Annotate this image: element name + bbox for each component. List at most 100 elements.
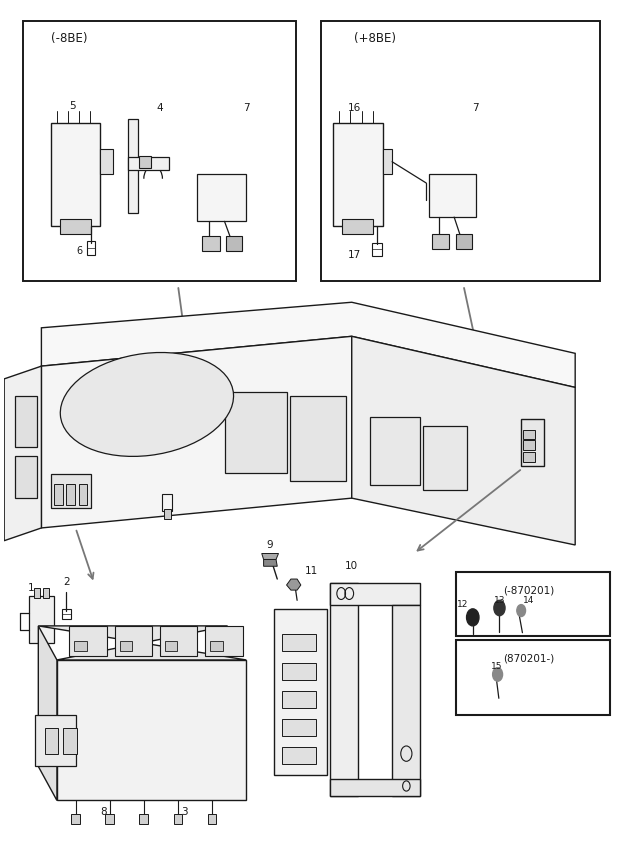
Text: 5: 5 xyxy=(69,101,75,111)
Bar xyxy=(66,483,75,505)
Text: 14: 14 xyxy=(523,596,534,605)
Bar xyxy=(274,609,327,775)
Bar xyxy=(15,396,37,447)
Text: 7: 7 xyxy=(472,103,479,113)
Polygon shape xyxy=(430,175,476,217)
Bar xyxy=(43,587,49,598)
Text: 4: 4 xyxy=(156,103,163,113)
Polygon shape xyxy=(264,560,277,566)
Bar xyxy=(225,391,287,473)
Text: 13: 13 xyxy=(494,596,505,605)
Bar xyxy=(162,494,172,511)
Bar xyxy=(15,456,37,498)
Polygon shape xyxy=(42,336,352,528)
Bar xyxy=(63,728,77,753)
Circle shape xyxy=(517,605,525,617)
Bar xyxy=(523,440,535,451)
Polygon shape xyxy=(197,175,246,221)
Polygon shape xyxy=(330,779,420,796)
Text: (+8BE): (+8BE) xyxy=(354,32,396,45)
Text: 1: 1 xyxy=(28,582,34,593)
Bar xyxy=(282,635,316,651)
Polygon shape xyxy=(287,579,301,590)
Bar xyxy=(174,814,182,825)
Bar xyxy=(201,236,220,251)
Text: 17: 17 xyxy=(348,250,361,261)
Bar xyxy=(431,234,449,249)
Polygon shape xyxy=(352,336,575,545)
Text: 11: 11 xyxy=(305,566,318,575)
Circle shape xyxy=(467,609,479,626)
Text: 7: 7 xyxy=(243,103,250,113)
Polygon shape xyxy=(57,660,246,801)
Bar xyxy=(54,483,62,505)
Polygon shape xyxy=(38,626,246,660)
Bar xyxy=(208,814,216,825)
Bar xyxy=(282,746,316,764)
Polygon shape xyxy=(128,120,138,212)
Polygon shape xyxy=(160,626,198,655)
Text: 9: 9 xyxy=(266,540,272,550)
Polygon shape xyxy=(128,157,169,170)
Bar xyxy=(79,483,87,505)
Text: 12: 12 xyxy=(457,600,469,609)
Polygon shape xyxy=(101,149,113,175)
Bar xyxy=(282,662,316,679)
Polygon shape xyxy=(383,149,392,175)
Bar xyxy=(226,236,242,251)
Bar xyxy=(34,587,40,598)
Bar xyxy=(120,642,132,651)
Bar xyxy=(60,218,91,234)
Bar xyxy=(342,218,374,234)
Bar xyxy=(210,642,223,651)
Text: (-8BE): (-8BE) xyxy=(51,32,87,45)
Bar xyxy=(87,241,96,255)
Polygon shape xyxy=(333,123,383,225)
Bar xyxy=(45,728,58,753)
Bar xyxy=(290,396,345,481)
Bar xyxy=(372,243,382,256)
Text: (870201-): (870201-) xyxy=(503,654,554,663)
Bar xyxy=(282,691,316,708)
Bar xyxy=(140,814,148,825)
Polygon shape xyxy=(330,583,358,796)
Bar xyxy=(74,642,87,651)
Polygon shape xyxy=(51,123,101,225)
Bar xyxy=(140,156,150,168)
Bar xyxy=(51,474,91,508)
Circle shape xyxy=(493,667,503,681)
Bar xyxy=(423,426,467,489)
Text: 3: 3 xyxy=(181,807,187,816)
Polygon shape xyxy=(4,366,42,541)
Bar xyxy=(105,814,114,825)
Bar xyxy=(282,719,316,736)
Ellipse shape xyxy=(60,353,233,457)
Text: 16: 16 xyxy=(348,103,362,113)
Polygon shape xyxy=(38,626,57,801)
Polygon shape xyxy=(42,302,575,387)
Bar xyxy=(521,419,544,466)
Text: 15: 15 xyxy=(491,662,502,672)
Polygon shape xyxy=(392,605,420,796)
Circle shape xyxy=(494,600,505,616)
Polygon shape xyxy=(35,716,75,766)
Text: 6: 6 xyxy=(77,246,83,256)
Bar xyxy=(523,452,535,463)
Text: 8: 8 xyxy=(100,807,107,816)
Bar xyxy=(456,572,610,636)
Bar xyxy=(321,22,600,281)
Bar xyxy=(370,417,420,485)
Polygon shape xyxy=(114,626,152,655)
Text: (-870201): (-870201) xyxy=(503,585,554,595)
Bar xyxy=(23,22,296,281)
Polygon shape xyxy=(205,626,243,655)
Polygon shape xyxy=(29,596,54,643)
Text: 10: 10 xyxy=(345,562,359,571)
Bar xyxy=(164,509,170,519)
Bar xyxy=(456,234,472,249)
Bar xyxy=(523,430,535,439)
Bar xyxy=(71,814,80,825)
Polygon shape xyxy=(69,626,106,655)
Bar xyxy=(456,641,610,716)
Polygon shape xyxy=(262,554,279,560)
